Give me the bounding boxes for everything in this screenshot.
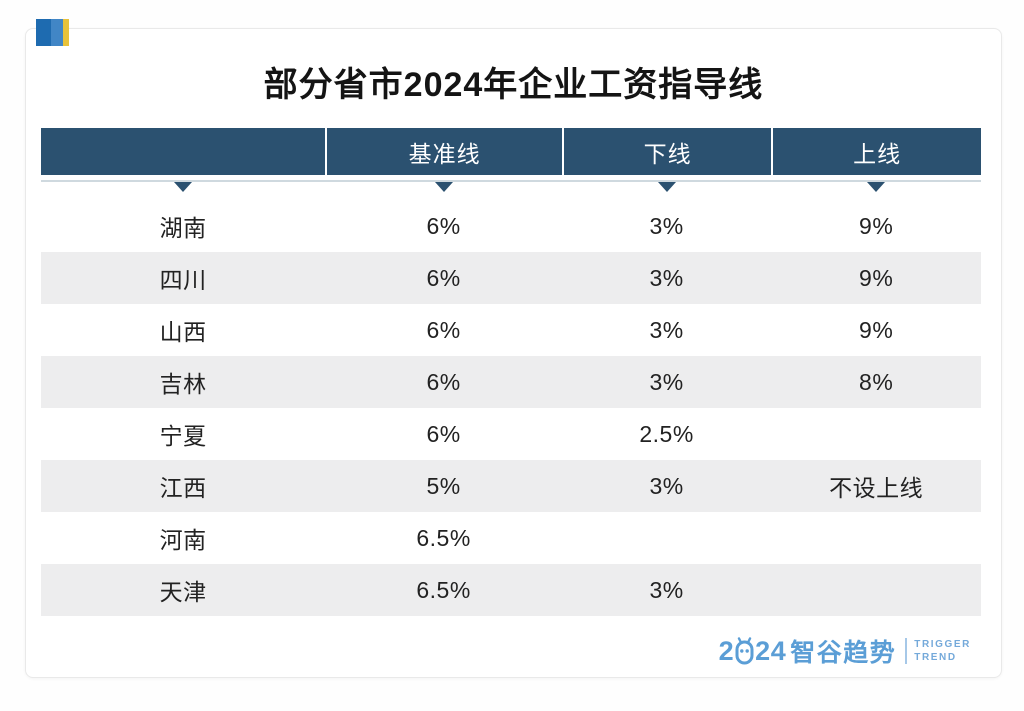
upper-line-cell: 9% xyxy=(859,316,894,343)
corner-brand-icon-blue-band xyxy=(51,19,63,46)
baseline-cell: 6% xyxy=(426,264,461,291)
lower-line-cell: 3% xyxy=(649,576,684,603)
upper-line-cell: 9% xyxy=(859,264,894,291)
lower-line-cell: 3% xyxy=(649,368,684,395)
table-body: 湖南 6% 3% 9% 四川 6% 3% 9% 山西 6% 3% 9% 吉林 6… xyxy=(41,200,981,616)
baseline-cell: 6.5% xyxy=(416,576,471,603)
table-row: 江西 5% 3% 不设上线 xyxy=(41,460,981,512)
logo-zero-face-icon xyxy=(735,637,754,665)
baseline-cell: 6% xyxy=(426,368,461,395)
baseline-cell: 6% xyxy=(426,212,461,239)
upper-line-cell: 8% xyxy=(859,368,894,395)
down-triangle-icon xyxy=(657,182,676,192)
province-cell: 山西 xyxy=(159,319,207,345)
upper-line-cell: 不设上线 xyxy=(829,475,924,501)
table-row: 天津 6.5% 3% xyxy=(41,564,981,616)
lower-line-cell: 3% xyxy=(649,316,684,343)
table-row: 河南 6.5% xyxy=(41,512,981,564)
logo-tagline-top: TRIGGER xyxy=(914,639,971,650)
province-cell: 吉林 xyxy=(159,371,207,397)
lower-line-cell: 2.5% xyxy=(639,420,694,447)
corner-brand-icon xyxy=(36,19,69,46)
table-row: 山西 6% 3% 9% xyxy=(41,304,981,356)
logo-year: 2 24 xyxy=(719,636,787,667)
logo-tagline-bottom: TREND xyxy=(914,652,957,663)
down-triangle-icon xyxy=(434,182,453,192)
baseline-cell: 6% xyxy=(426,316,461,343)
logo-brand-name: 智谷趋势 xyxy=(790,639,897,667)
header-underline xyxy=(41,180,981,182)
wage-guidance-table: 基准线 下线 上线 湖南 6% 3% 9% 四川 6% 3% 9% 山西 6% … xyxy=(41,128,981,616)
logo-year-right: 24 xyxy=(755,635,787,666)
province-cell: 湖南 xyxy=(159,215,207,241)
logo-year-left: 2 xyxy=(718,635,735,666)
logo-tagline: TRIGGER TREND xyxy=(914,638,971,664)
content-card: 部分省市2024年企业工资指导线 基准线 下线 上线 湖南 6% 3% 9% 四… xyxy=(25,19,1002,678)
header-cell-lower: 下线 xyxy=(561,128,772,175)
header-cell-region xyxy=(41,128,325,175)
table-header-row: 基准线 下线 上线 xyxy=(41,128,981,175)
header-cell-upper: 上线 xyxy=(771,128,981,175)
corner-brand-icon-yellow-band xyxy=(63,19,69,46)
province-cell: 四川 xyxy=(159,267,207,293)
table-row: 四川 6% 3% 9% xyxy=(41,252,981,304)
header-cell-baseline: 基准线 xyxy=(325,128,562,175)
corner-brand-icon-dark-band xyxy=(36,19,51,46)
upper-line-cell: 9% xyxy=(859,212,894,239)
province-cell: 河南 xyxy=(159,527,207,553)
province-cell: 江西 xyxy=(159,475,207,501)
baseline-cell: 6% xyxy=(426,420,461,447)
down-triangle-icon xyxy=(174,182,193,192)
header-pointer-strip xyxy=(41,175,981,200)
province-cell: 天津 xyxy=(159,579,207,605)
baseline-cell: 6.5% xyxy=(416,524,471,551)
lower-line-cell: 3% xyxy=(649,264,684,291)
table-row: 湖南 6% 3% 9% xyxy=(41,200,981,252)
table-row: 吉林 6% 3% 8% xyxy=(41,356,981,408)
lower-line-cell: 3% xyxy=(649,212,684,239)
province-cell: 宁夏 xyxy=(159,423,207,449)
publisher-logo: 2 24 智谷趋势 TRIGGER TREND xyxy=(719,633,971,669)
table-row: 宁夏 6% 2.5% xyxy=(41,408,981,460)
lower-line-cell: 3% xyxy=(649,472,684,499)
logo-divider xyxy=(905,638,908,664)
page-title: 部分省市2024年企业工资指导线 xyxy=(263,66,764,104)
down-triangle-icon xyxy=(867,182,886,192)
baseline-cell: 5% xyxy=(426,472,461,499)
